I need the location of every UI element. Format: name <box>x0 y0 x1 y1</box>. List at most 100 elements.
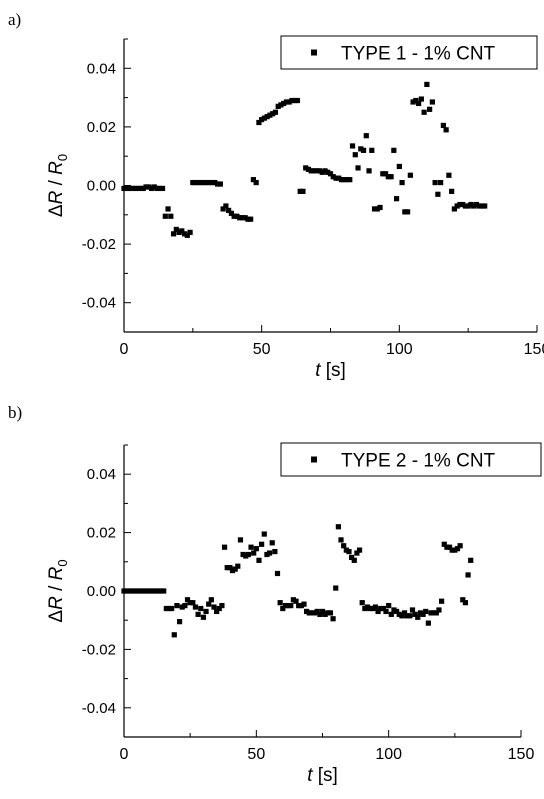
data-point <box>297 188 303 194</box>
data-point <box>460 597 466 603</box>
data-point <box>231 213 237 219</box>
data-point <box>240 551 246 558</box>
data-point <box>150 588 156 594</box>
data-point <box>204 179 210 186</box>
data-point <box>351 557 357 563</box>
data-point <box>203 608 209 615</box>
data-point <box>261 115 268 121</box>
data-point <box>235 563 241 569</box>
data-point <box>190 179 196 186</box>
data-point <box>290 597 296 603</box>
data-point <box>294 97 301 104</box>
data-point <box>344 177 350 183</box>
data-point <box>410 99 416 105</box>
data-point <box>129 588 135 594</box>
data-point <box>259 541 265 547</box>
data-point <box>286 99 292 105</box>
data-point <box>283 99 290 105</box>
data-point <box>126 185 133 192</box>
x-axis-label-var: t <box>307 765 313 786</box>
data-point <box>388 174 394 180</box>
data-point <box>256 557 262 563</box>
x-tick-label: 50 <box>247 746 265 763</box>
chart-panel-b: b) 0 50 100 150 -0.04 -0.02 0.00 0.02 0.04 t [s] Δ… <box>0 395 544 790</box>
data-point <box>330 616 336 622</box>
data-point <box>404 613 410 619</box>
y-axis-label-sep: / <box>46 175 67 191</box>
data-point <box>234 213 240 219</box>
data-point <box>212 179 218 186</box>
data-point <box>280 605 286 612</box>
data-point <box>217 181 223 187</box>
data-point <box>161 588 167 594</box>
data-point <box>354 550 360 556</box>
data-point <box>454 546 461 552</box>
data-point <box>157 185 163 192</box>
data-point <box>412 611 418 617</box>
data-point <box>139 588 146 594</box>
x-tick-label: 0 <box>120 341 129 358</box>
data-point <box>417 610 424 616</box>
x-axis-label-unit: [s] <box>312 765 337 786</box>
data-point <box>415 614 421 620</box>
data-point <box>266 550 273 556</box>
data-point <box>221 544 228 550</box>
data-point <box>364 604 371 610</box>
data-point <box>305 166 312 172</box>
y-axis-label-sub: 0 <box>55 154 70 161</box>
data-point <box>372 604 379 610</box>
data-point <box>327 171 334 177</box>
data-point <box>198 605 204 612</box>
data-point <box>468 557 474 563</box>
y-tick-label: -0.02 <box>82 236 116 253</box>
y-axis-label-delta: Δ <box>46 610 67 623</box>
data-point <box>371 206 378 212</box>
data-point <box>428 610 434 616</box>
data-point <box>223 203 229 209</box>
data-point <box>356 547 363 553</box>
data-point <box>444 544 450 550</box>
x-tick-label: 0 <box>120 746 129 763</box>
data-point <box>121 185 127 192</box>
data-point <box>215 181 221 187</box>
data-point <box>170 231 177 237</box>
data-point <box>432 179 438 186</box>
legend-box <box>280 442 542 477</box>
data-point <box>391 607 397 613</box>
data-point <box>446 172 452 178</box>
y-axis-label-var: R <box>46 190 67 204</box>
data-point <box>288 603 294 609</box>
data-point <box>184 597 191 603</box>
data-point <box>424 81 430 88</box>
data-point <box>137 588 143 594</box>
data-point <box>248 544 254 550</box>
data-point <box>311 168 317 174</box>
x-tick-label: 100 <box>375 746 402 763</box>
data-point <box>375 608 381 615</box>
y-axis-label-sep: / <box>46 580 67 596</box>
data-point <box>335 524 341 530</box>
data-point <box>121 588 127 594</box>
data-point <box>325 169 331 175</box>
data-point <box>333 585 339 591</box>
data-point <box>145 588 151 594</box>
data-point <box>162 213 168 219</box>
y-axis-label: ΔR / R0 <box>46 559 70 622</box>
data-point <box>462 203 469 209</box>
data-point <box>201 179 207 186</box>
data-point <box>206 601 212 607</box>
chart-panel-a: a) 0 50 100 150 -0.04 -0.02 0.00 0.02 0.04 t [s] Δ… <box>0 0 544 395</box>
data-point <box>439 598 445 604</box>
data-point <box>179 228 185 234</box>
data-point <box>355 165 361 171</box>
data-point <box>338 177 345 183</box>
panel-label-b: b) <box>8 403 23 422</box>
legend-label: TYPE 2 - 1% CNT <box>341 451 496 472</box>
data-point <box>309 610 315 616</box>
data-point <box>363 133 369 139</box>
data-point <box>308 168 314 174</box>
data-point <box>311 610 318 616</box>
data-point <box>301 601 307 607</box>
data-point <box>195 179 201 186</box>
